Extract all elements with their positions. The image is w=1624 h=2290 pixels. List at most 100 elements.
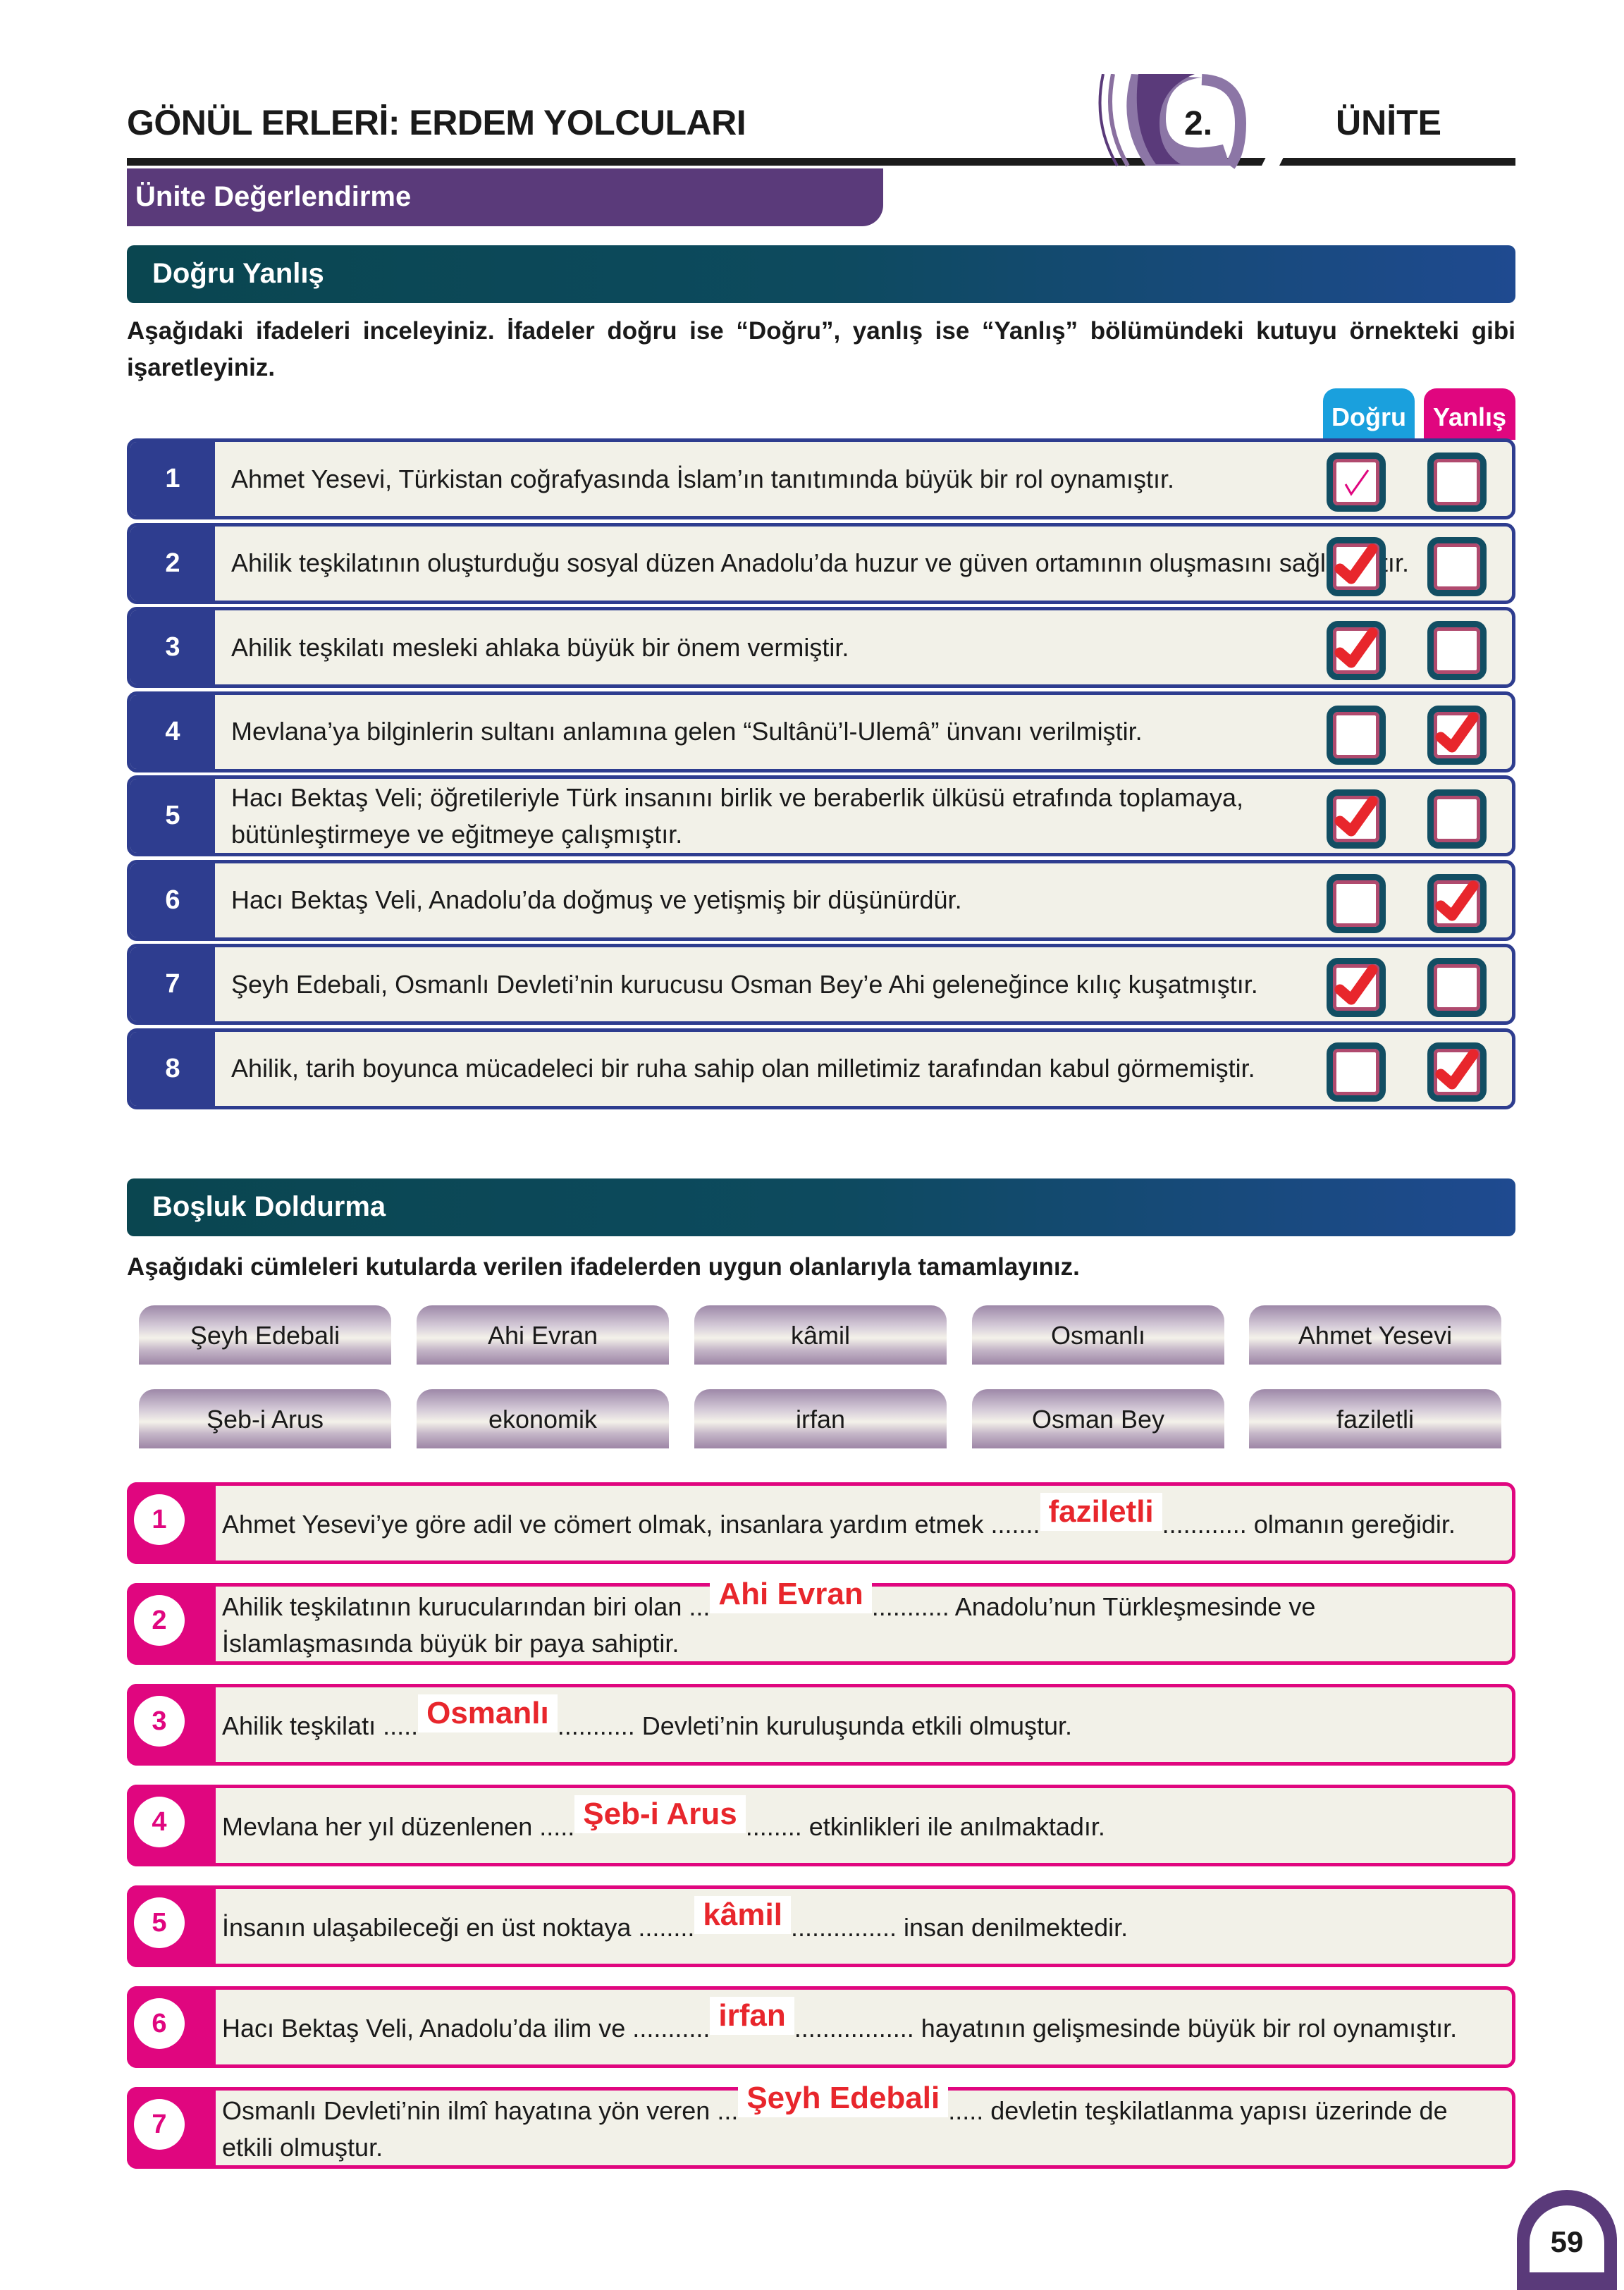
- row-number: 7: [134, 2099, 185, 2150]
- sentence-before: İnsanın ulaşabileceği en üst noktaya ...…: [222, 1912, 695, 1942]
- row-number: 3: [134, 1696, 185, 1747]
- sentence-text: Mevlana her yıl düzenlenen ..... Şeb-i Ar…: [222, 1795, 1105, 1845]
- word-chip[interactable]: irfan: [694, 1389, 947, 1448]
- word-chip[interactable]: kâmil: [694, 1305, 947, 1365]
- check-mark-icon: [1435, 1049, 1479, 1089]
- sentence-text: Osmanlı Devleti’nin ilmî hayatına yön ve…: [222, 2079, 1505, 2166]
- true-false-row: 1 Ahmet Yesevi, Türkistan coğrafyasında İ…: [127, 438, 1515, 519]
- checkbox-dogru[interactable]: [1327, 536, 1386, 596]
- word-chip[interactable]: Osman Bey: [972, 1389, 1224, 1448]
- sentence-after: ................. hayatının gelişmesinde…: [794, 2013, 1458, 2043]
- sentence-before: Ahilik teşkilatının kurucularından biri …: [222, 1592, 710, 1621]
- sentence-before: Ahmet Yesevi’ye göre adil ve cömert olma…: [222, 1509, 1040, 1539]
- header-rule: [127, 158, 1515, 166]
- row-number: 6: [134, 1998, 185, 2049]
- row-number: 5: [130, 779, 215, 853]
- true-false-row: 2 Ahilik teşkilatının oluşturduğu sosyal …: [127, 522, 1515, 604]
- row-marker: 1: [127, 1482, 216, 1564]
- word-chip[interactable]: ekonomik: [417, 1389, 669, 1448]
- filled-answer[interactable]: Şeyh Edebali: [738, 2079, 949, 2117]
- row-marker: 7: [127, 2087, 216, 2169]
- sentence-text: Ahilik teşkilatının kurucularından biri …: [222, 1575, 1505, 1662]
- word-chip[interactable]: Şeb-i Arus: [139, 1389, 391, 1448]
- unit-label: ÜNİTE: [1336, 103, 1441, 142]
- true-false-instruction: Aşağıdaki ifadeleri inceleyiniz. İfadele…: [127, 317, 1515, 381]
- checkbox-yanlis[interactable]: [1427, 536, 1487, 596]
- row-number: 4: [134, 1797, 185, 1847]
- sentence: Mevlana her yıl düzenlenen ..... Şeb-i Ar…: [222, 1788, 1505, 1863]
- word-chip[interactable]: Ahmet Yesevi: [1249, 1305, 1501, 1365]
- filled-answer[interactable]: faziletli: [1040, 1492, 1162, 1531]
- row-number: 1: [130, 442, 215, 516]
- checkbox-yanlis[interactable]: [1427, 789, 1487, 849]
- filled-answer[interactable]: kâmil: [694, 1895, 791, 1934]
- fill-blank-row: 5 İnsanın ulaşabileceği en üst noktaya ..…: [127, 1885, 1515, 1967]
- statement-text: Mevlana’ya bilginlerin sultanı anlamına …: [231, 717, 1143, 746]
- sentence-before: Ahilik teşkilatı .....: [222, 1711, 419, 1740]
- checkbox-dogru[interactable]: [1327, 453, 1386, 512]
- fill-blank-row: 4 Mevlana her yıl düzenlenen ..... Şeb-i A…: [127, 1785, 1515, 1866]
- fill-blank-instruction: Aşağıdaki cümleleri kutularda verilen if…: [127, 1253, 1080, 1281]
- filled-answer[interactable]: Ahi Evran: [710, 1575, 872, 1613]
- checkbox-dogru[interactable]: [1327, 873, 1386, 933]
- sentence-before: Mevlana her yıl düzenlenen .....: [222, 1811, 575, 1841]
- sentence: Hacı Bektaş Veli, Anadolu’da ilim ve ...…: [222, 1990, 1505, 2064]
- sentence-after: ............... insan denilmektedir.: [790, 1912, 1128, 1942]
- true-false-row: 7 Şeyh Edebali, Osmanlı Devleti’nin kuruc…: [127, 944, 1515, 1025]
- row-marker: 2: [127, 1583, 216, 1665]
- true-false-heading: Doğru Yanlış: [127, 245, 1515, 303]
- check-mark-icon: [1334, 796, 1378, 837]
- word-chip[interactable]: Ahi Evran: [417, 1305, 669, 1365]
- unit-number: 2.: [1184, 105, 1213, 142]
- checkbox-dogru[interactable]: [1327, 958, 1386, 1017]
- filled-answer[interactable]: Şeb-i Arus: [574, 1795, 746, 1833]
- statement-text: Ahilik teşkilatının oluşturduğu sosyal d…: [231, 548, 1409, 577]
- statement-text: Hacı Bektaş Veli, Anadolu’da doğmuş ve y…: [231, 885, 962, 914]
- row-marker: 6: [127, 1986, 216, 2068]
- row-number: 2: [134, 1595, 185, 1646]
- checkbox-yanlis[interactable]: [1427, 873, 1487, 933]
- filled-answer[interactable]: irfan: [710, 1996, 794, 2035]
- column-false-label: Yanlış: [1424, 388, 1515, 440]
- checkbox-yanlis[interactable]: [1427, 453, 1487, 512]
- check-mark-icon: [1334, 543, 1378, 584]
- column-true-label: Doğru: [1323, 388, 1415, 440]
- sentence: Ahmet Yesevi’ye göre adil ve cömert olma…: [222, 1486, 1505, 1560]
- row-number: 3: [130, 610, 215, 684]
- checkbox-yanlis[interactable]: [1427, 1042, 1487, 1102]
- checkbox-dogru[interactable]: [1327, 1042, 1386, 1102]
- word-chip[interactable]: Osmanlı: [972, 1305, 1224, 1365]
- row-marker: 4: [127, 1785, 216, 1866]
- true-false-row: 8 Ahilik, tarih boyunca mücadeleci bir ru…: [127, 1028, 1515, 1109]
- sentence-before: Osmanlı Devleti’nin ilmî hayatına yön ve…: [222, 2095, 739, 2125]
- statement-text: Şeyh Edebali, Osmanlı Devleti’nin kurucu…: [231, 969, 1258, 999]
- true-false-row: 5 Hacı Bektaş Veli; öğretileriyle Türk in…: [127, 775, 1515, 856]
- sentence-after: ..... devletin teşkilatlanma yapısı üzer…: [222, 2095, 1448, 2162]
- fill-blank-row: 3 Ahilik teşkilatı ..... Osmanlı..........…: [127, 1684, 1515, 1766]
- checkbox-yanlis[interactable]: [1427, 621, 1487, 680]
- sentence-after: ........ etkinlikleri ile anılmaktadır.: [745, 1811, 1105, 1841]
- row-marker: 5: [127, 1885, 216, 1967]
- unit-badge-icon: [1098, 74, 1286, 169]
- sentence-after: ............ olmanın gereğidir.: [1162, 1509, 1456, 1539]
- true-false-row: 6 Hacı Bektaş Veli, Anadolu’da doğmuş ve …: [127, 859, 1515, 941]
- statement-text: Ahmet Yesevi, Türkistan coğrafyasında İs…: [231, 464, 1174, 493]
- checkbox-dogru[interactable]: [1327, 621, 1386, 680]
- checkbox-yanlis[interactable]: [1427, 958, 1487, 1017]
- check-mark-icon: [1344, 469, 1370, 496]
- checkbox-dogru[interactable]: [1327, 705, 1386, 765]
- sentence-after: ........... Anadolu’nun Türkleşmesinde v…: [222, 1592, 1316, 1658]
- fill-blank-heading: Boşluk Doldurma: [127, 1178, 1515, 1236]
- check-mark-icon: [1435, 712, 1479, 752]
- row-number: 7: [130, 947, 215, 1021]
- word-chip[interactable]: faziletli: [1249, 1389, 1501, 1448]
- checkbox-dogru[interactable]: [1327, 789, 1386, 849]
- row-number: 8: [130, 1031, 215, 1106]
- fill-blank-row: 7 Osmanlı Devleti’nin ilmî hayatına yön v…: [127, 2079, 1515, 2169]
- filled-answer[interactable]: Osmanlı: [418, 1694, 558, 1732]
- sentence: Ahilik teşkilatının kurucularından biri …: [222, 1575, 1505, 1662]
- check-mark-icon: [1435, 880, 1479, 921]
- sentence-before: Hacı Bektaş Veli, Anadolu’da ilim ve ...…: [222, 2013, 710, 2043]
- word-chip[interactable]: Şeyh Edebali: [139, 1305, 391, 1365]
- checkbox-yanlis[interactable]: [1427, 705, 1487, 765]
